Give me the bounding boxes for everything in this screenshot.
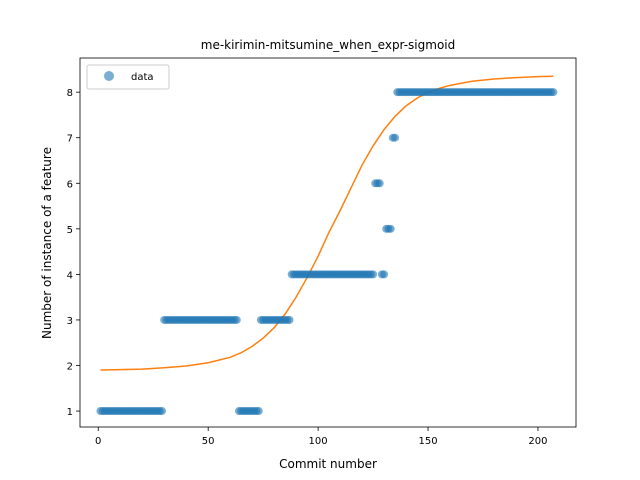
x-axis-title: Commit number (279, 457, 377, 471)
legend-box (86, 64, 170, 90)
x-axis: 0 50 100 150 200 (95, 427, 548, 447)
data-point (232, 315, 241, 324)
points-layer (96, 88, 558, 416)
data-point (380, 270, 389, 279)
y-tick-label: 1 (67, 407, 73, 418)
y-tick-label: 5 (67, 225, 73, 236)
y-axis-title: Number of instance of a feature (40, 147, 54, 339)
chart-title: me-kirimin-mitsumine_when_expr-sigmoid (201, 38, 456, 52)
data-point (254, 407, 263, 416)
fit-layer (100, 75, 554, 371)
y-tick-label: 2 (67, 362, 73, 373)
data-point (285, 315, 294, 324)
y-tick-label: 6 (67, 179, 73, 190)
y-tick-label: 3 (67, 316, 73, 327)
x-tick-label: 100 (309, 436, 328, 447)
x-tick-label: 0 (95, 436, 101, 447)
x-tick-label: 50 (202, 436, 215, 447)
data-point (391, 133, 400, 142)
x-tick-label: 200 (528, 436, 547, 447)
legend: data (86, 64, 170, 90)
y-tick-label: 7 (67, 134, 73, 145)
data-point (386, 224, 395, 233)
data-point (375, 179, 384, 188)
data-point (158, 407, 167, 416)
y-tick-label: 8 (67, 88, 73, 99)
data-point (549, 88, 558, 97)
data-point (369, 270, 378, 279)
fit-line (100, 75, 554, 371)
legend-label-data: data (131, 72, 154, 83)
plot-frame (79, 57, 577, 428)
x-tick-label: 150 (418, 436, 437, 447)
y-tick-label: 4 (67, 270, 73, 281)
y-axis: 1 2 3 4 5 6 7 8 (67, 88, 80, 418)
legend-marker-data (104, 71, 114, 81)
